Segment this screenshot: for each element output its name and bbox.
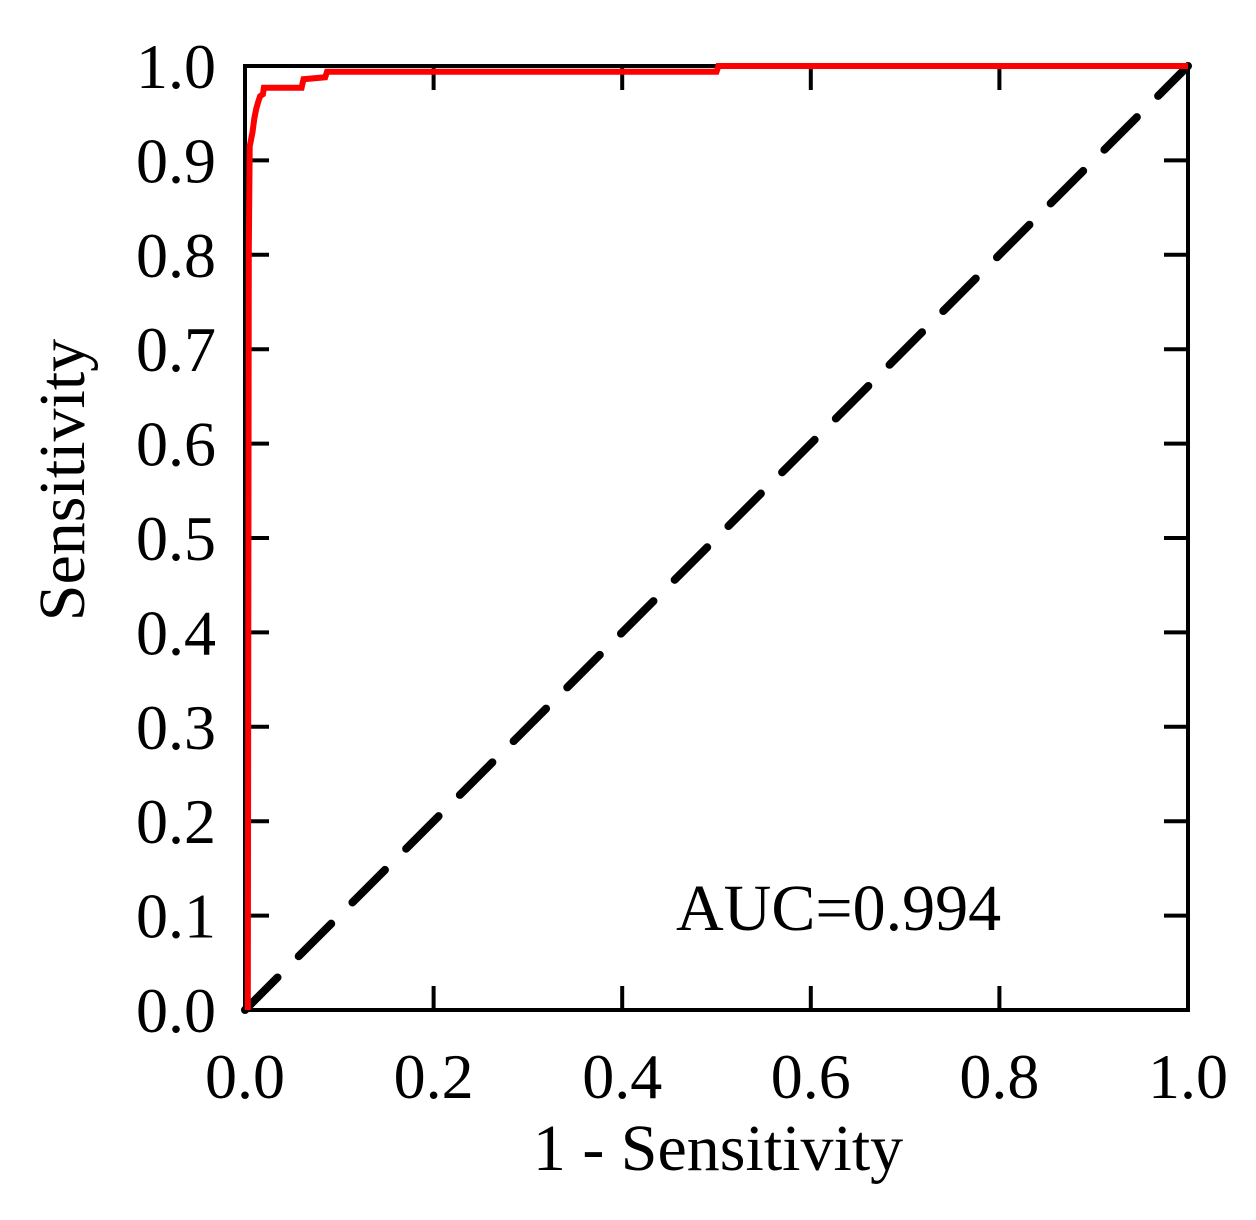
y-tick-label: 0.0 [136,975,216,1046]
y-axis-ticks: 0.0 0.1 0.2 0.3 0.4 0.5 0.6 0.7 0.8 0.9 1.0 [136,31,1188,1046]
y-tick-label: 0.2 [136,786,216,857]
y-tick-label: 0.4 [136,597,216,668]
x-tick-label: 0.0 [205,1041,285,1112]
x-tick-label: 0.2 [394,1041,474,1112]
roc-curve-line [244,63,1188,1011]
y-tick-label: 0.3 [136,692,216,763]
auc-annotation: AUC=0.994 [676,872,1001,945]
y-tick-label: 0.9 [136,125,216,196]
x-tick-label: 0.8 [959,1041,1039,1112]
x-axis-label: 1 - Sensitivity [533,1112,903,1185]
y-tick-label: 0.1 [136,881,216,952]
x-tick-label: 0.4 [582,1041,662,1112]
y-tick-label: 0.5 [136,503,216,574]
y-tick-label: 1.0 [136,31,216,102]
x-axis-ticks: 0.0 0.2 0.4 0.6 0.8 1.0 [205,66,1228,1112]
y-tick-label: 0.6 [136,409,216,480]
x-tick-label: 1.0 [1148,1041,1228,1112]
x-tick-label: 0.6 [771,1041,851,1112]
chance-diagonal-line [241,62,1192,1014]
y-axis-label: Sensitivity [26,339,99,621]
y-tick-label: 0.7 [136,314,216,385]
y-tick-label: 0.8 [136,220,216,291]
